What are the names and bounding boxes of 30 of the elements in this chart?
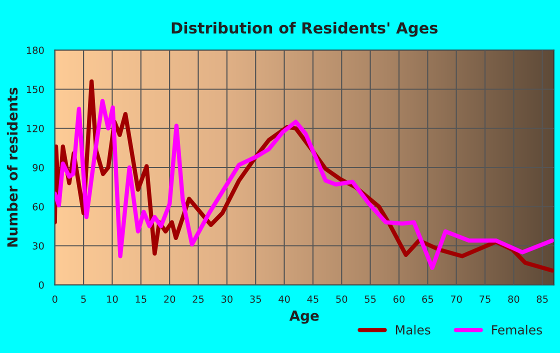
x-axis-title: Age [289,310,319,324]
x-tick-label: 10 [107,295,118,303]
x-tick-label: 35 [250,295,261,303]
x-tick-label: 25 [192,295,204,303]
x-tick-label: 40 [278,295,290,303]
y-tick-label: 60 [32,203,44,210]
x-tick-label: 75 [480,296,490,303]
x-tick-label: 80 [508,295,520,303]
legend-label: Females [492,324,542,335]
x-tick-label: 65 [422,295,434,303]
x-tick-label: 70 [450,295,462,303]
y-tick-label: 180 [26,46,44,54]
x-tick-label: 5 [81,296,86,303]
x-tick-label: 85 [536,295,548,303]
x-tick-label: 55 [364,296,376,303]
y-tick-label: 150 [26,86,44,94]
chart-title: Distribution of Residents' Ages [172,22,438,37]
x-tick-label: 60 [393,295,405,303]
y-tick-label: 90 [32,164,44,172]
x-tick-label: 15 [136,296,146,303]
x-tick-label: 20 [164,295,176,303]
y-tick-label: 30 [32,242,44,250]
x-tick-label: 30 [221,295,232,303]
x-tick-label: 50 [336,295,348,303]
y-tick-label: 0 [38,281,44,289]
legend-label: Males [396,324,430,335]
x-tick-label: 45 [307,296,318,303]
y-tick-label: 120 [26,124,44,132]
y-axis-title: Number of residents [6,88,18,247]
x-tick-label: 0 [52,295,58,303]
